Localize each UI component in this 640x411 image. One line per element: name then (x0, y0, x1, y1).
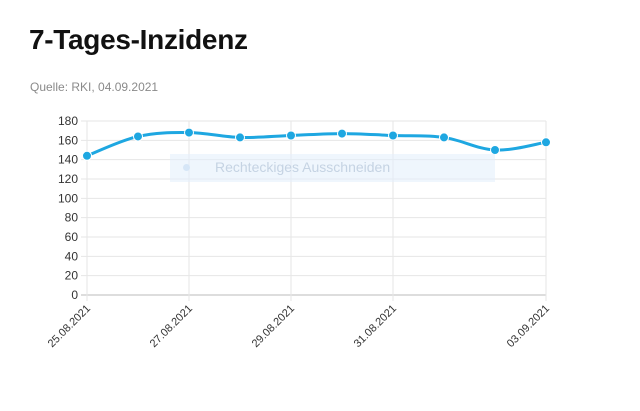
x-tick-label: 29.08.2021 (250, 303, 297, 350)
y-tick-label: 60 (65, 230, 79, 244)
y-tick-label: 20 (65, 269, 79, 283)
y-tick-label: 140 (58, 153, 78, 167)
y-tick-label: 80 (65, 211, 79, 225)
y-axis-ticks: 0 20 40 60 80 100 120 140 160 180 (58, 114, 78, 302)
x-tick-label: 25.08.2021 (46, 303, 93, 350)
y-tick-label: 40 (65, 249, 79, 263)
data-point (337, 128, 347, 139)
data-point (235, 132, 245, 143)
data-point (286, 130, 296, 141)
series-points (82, 127, 551, 161)
data-point (541, 137, 551, 148)
x-tick-label: 27.08.2021 (148, 303, 195, 350)
y-tick-label: 180 (58, 114, 78, 128)
x-tick-label: 03.09.2021 (505, 303, 552, 350)
selection-overlay[interactable]: Rechteckiges Ausschneiden (170, 154, 495, 182)
y-tick-label: 160 (58, 133, 78, 147)
y-tick-label: 120 (58, 172, 78, 186)
data-point (490, 145, 500, 155)
chart-grid (81, 120, 547, 301)
series-line (85, 131, 548, 158)
selection-overlay-label: Rechteckiges Ausschneiden (215, 159, 391, 175)
x-axis-ticks: 25.08.2021 27.08.2021 29.08.2021 31.08.2021… (46, 303, 552, 350)
data-point (82, 150, 92, 161)
data-point (184, 127, 194, 138)
y-tick-label: 0 (71, 288, 78, 302)
y-tick-label: 100 (58, 191, 78, 205)
source-note: Quelle: RKI, 04.09.2021 (30, 80, 159, 94)
data-point (439, 132, 449, 143)
data-point (133, 131, 143, 142)
x-tick-label: 31.08.2021 (352, 303, 399, 350)
data-point (388, 130, 398, 141)
selection-dot-icon (183, 164, 190, 171)
chart-title: 7-Tages-Inzidenz (29, 24, 248, 55)
